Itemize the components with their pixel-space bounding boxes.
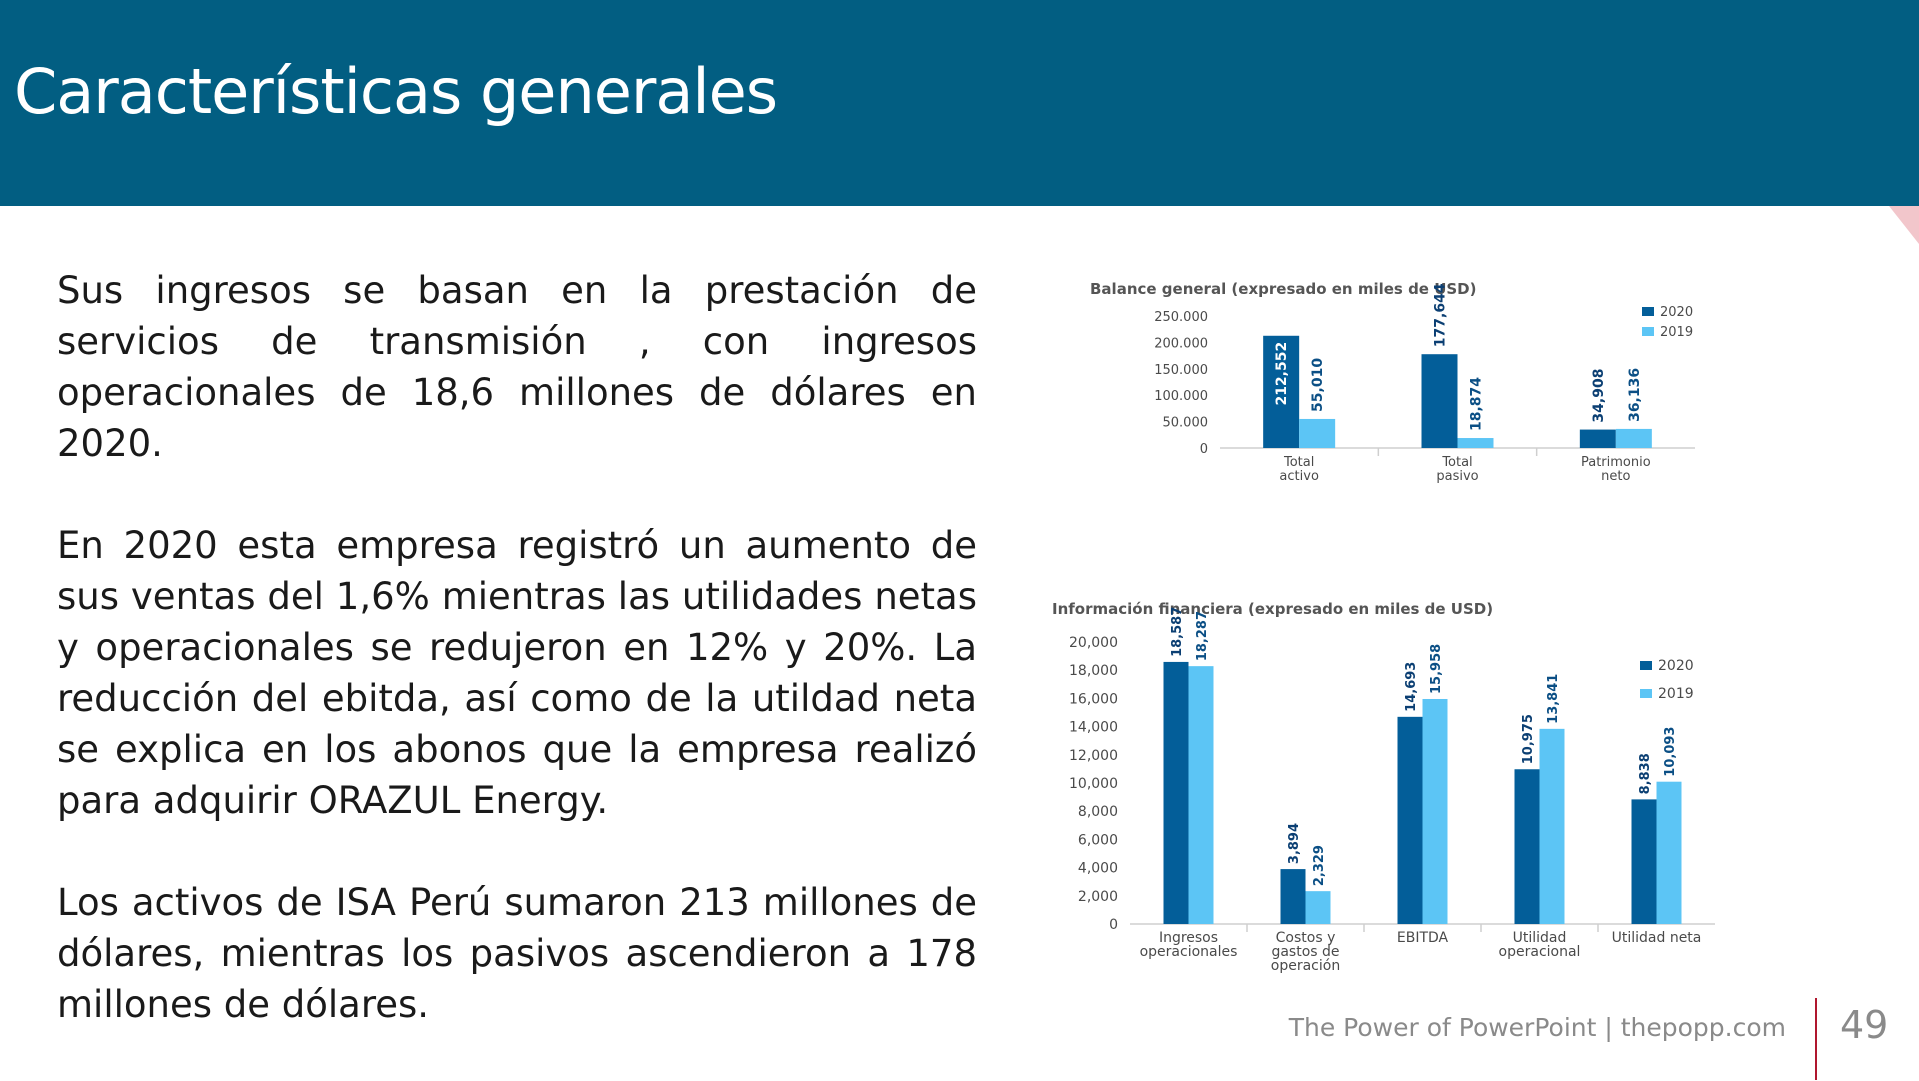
balance-data-label: 36,136 (1627, 368, 1643, 422)
financial-bar-2020 (1631, 799, 1657, 924)
financial-legend-label-2019: 2019 (1658, 686, 1694, 702)
financial-data-label: 18,287 (1195, 611, 1210, 661)
balance-category-label: activo (1279, 469, 1319, 484)
balance-bar-2019 (1615, 428, 1652, 448)
financial-legend-swatch-2019 (1640, 689, 1652, 698)
financial-y-tick-label: 8,000 (1078, 804, 1118, 820)
financial-category-label: Costos y (1276, 930, 1336, 946)
financial-category-label: EBITDA (1397, 930, 1449, 946)
balance-bar-2020 (1421, 354, 1458, 448)
financial-info-chart-svg: Información financiera (expresado en mil… (1052, 600, 1715, 974)
balance-legend-swatch-2020 (1642, 307, 1654, 316)
financial-category-label: gastos de (1271, 944, 1339, 960)
financial-legend-swatch-2020 (1640, 661, 1652, 670)
balance-legend-label-2020: 2020 (1660, 305, 1693, 320)
balance-chart-svg: Balance general (expresado en miles de U… (1090, 280, 1695, 484)
balance-bar-2020 (1579, 429, 1616, 448)
balance-data-label: 34,908 (1591, 369, 1607, 423)
paragraph-sales: En 2020 esta empresa registró un aumento… (57, 524, 977, 822)
financial-bar-2019 (1656, 781, 1682, 924)
financial-bar-2020 (1280, 869, 1306, 924)
balance-y-tick-label: 50.000 (1163, 416, 1209, 431)
financial-y-tick-label: 4,000 (1078, 861, 1118, 877)
paragraph-revenue: Sus ingresos se basan en la prestación d… (57, 269, 977, 465)
financial-y-tick-label: 2,000 (1078, 889, 1118, 905)
financial-data-label: 18,587 (1170, 607, 1185, 657)
financial-y-tick-label: 20,000 (1069, 635, 1118, 651)
financial-bar-2019 (1188, 666, 1214, 924)
financial-bar-2019 (1305, 891, 1331, 924)
balance-data-label: 177,644 (1433, 283, 1449, 347)
balance-chart-title: Balance general (expresado en miles de U… (1090, 280, 1477, 298)
balance-data-label-inside: 212,552 (1274, 342, 1290, 406)
financial-data-label: 14,693 (1404, 662, 1419, 712)
footer-text: The Power of PowerPoint | thepopp.com (1288, 1013, 1786, 1042)
balance-y-tick-label: 200.000 (1154, 336, 1208, 351)
financial-data-label: 3,894 (1287, 823, 1302, 864)
balance-y-tick-label: 100.000 (1154, 389, 1208, 404)
corner-accent (1889, 206, 1919, 244)
balance-data-label: 55,010 (1310, 358, 1326, 412)
balance-category-label: Total (1441, 455, 1472, 470)
financial-category-label: Utilidad neta (1612, 930, 1702, 946)
financial-category-label: Utilidad (1513, 930, 1567, 946)
financial-y-tick-label: 6,000 (1078, 832, 1118, 848)
slide-title: Características generales (14, 55, 778, 128)
financial-y-tick-label: 16,000 (1069, 691, 1118, 707)
title-bar: Características generales (0, 0, 1919, 206)
financial-y-tick-label: 12,000 (1069, 748, 1118, 764)
financial-category-label: operación (1271, 958, 1340, 974)
financial-y-tick-label: 14,000 (1069, 720, 1118, 736)
financial-info-chart: Información financiera (expresado en mil… (1050, 596, 1730, 996)
financial-data-label: 8,838 (1638, 753, 1653, 794)
financial-data-label: 10,093 (1663, 727, 1678, 777)
financial-legend-label-2020: 2020 (1658, 658, 1694, 674)
financial-data-label: 15,958 (1429, 644, 1444, 694)
balance-category-label: Total (1283, 455, 1314, 470)
footer-divider (1815, 998, 1817, 1080)
financial-bar-2019 (1422, 698, 1448, 924)
financial-data-label: 2,329 (1312, 845, 1327, 886)
body-text: Sus ingresos se basan en la prestación d… (57, 265, 977, 1081)
financial-chart-title: Información financiera (expresado en mil… (1052, 600, 1493, 618)
financial-category-label: Ingresos (1159, 930, 1218, 946)
balance-bar-2020 (1263, 335, 1300, 448)
financial-bar-2020 (1163, 661, 1189, 924)
balance-category-label: pasivo (1436, 469, 1478, 484)
paragraph-assets: Los activos de ISA Perú sumaron 213 mill… (57, 881, 977, 1026)
financial-data-label: 10,975 (1521, 714, 1536, 764)
financial-y-tick-label: 10,000 (1069, 776, 1118, 792)
financial-category-label: operacional (1499, 944, 1581, 960)
balance-y-tick-label: 250.000 (1154, 310, 1208, 325)
financial-bar-2020 (1514, 769, 1540, 924)
financial-y-tick-label: 0 (1109, 917, 1118, 933)
financial-category-label: operacionales (1140, 944, 1238, 960)
financial-data-label: 13,841 (1546, 674, 1561, 724)
page-number: 49 (1840, 1003, 1889, 1047)
balance-legend-swatch-2019 (1642, 327, 1654, 336)
financial-bar-2019 (1539, 728, 1565, 924)
balance-y-tick-label: 0 (1200, 442, 1208, 457)
balance-bar-2019 (1457, 438, 1494, 448)
balance-legend-label-2019: 2019 (1660, 325, 1693, 340)
financial-y-tick-label: 18,000 (1069, 663, 1118, 679)
balance-category-label: neto (1601, 469, 1630, 484)
balance-y-tick-label: 150.000 (1154, 363, 1208, 378)
balance-category-label: Patrimonio (1581, 455, 1651, 470)
balance-data-label: 18,874 (1469, 377, 1485, 431)
financial-bar-2020 (1397, 716, 1423, 924)
balance-bar-2019 (1299, 418, 1336, 448)
balance-chart: Balance general (expresado en miles de U… (1080, 278, 1740, 500)
